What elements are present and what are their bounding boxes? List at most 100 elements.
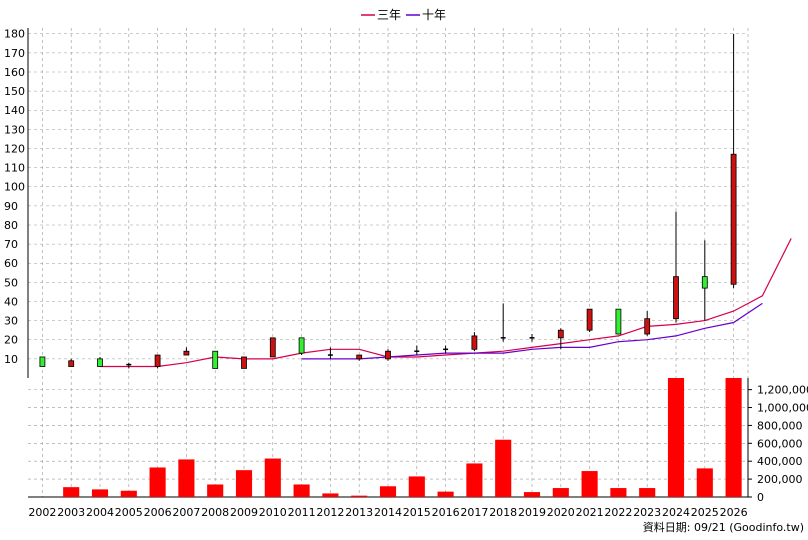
price-tick-label: 40 xyxy=(4,295,18,308)
candle xyxy=(269,337,276,358)
candle xyxy=(673,211,679,323)
candle xyxy=(529,334,535,342)
volume-bar xyxy=(466,463,483,497)
candle-body xyxy=(68,360,75,367)
year-tick-label: 2021 xyxy=(576,506,604,519)
year-tick-label: 2013 xyxy=(345,506,373,519)
price-tick-label: 60 xyxy=(4,257,18,270)
candle-body xyxy=(615,308,622,335)
price-axis-ticks: 10 20 30 40 50 60 70 80 90 100 110 120 130 140 150 160 1… xyxy=(4,28,25,366)
candle xyxy=(557,328,564,350)
price-tick-label: 150 xyxy=(4,85,25,98)
candle-body xyxy=(97,358,103,367)
year-tick-label: 2015 xyxy=(403,506,431,519)
year-tick-label: 2012 xyxy=(316,506,344,519)
year-tick-label: 2003 xyxy=(57,506,85,519)
candle-body xyxy=(586,308,593,331)
volume-bar xyxy=(523,492,541,497)
candle-body xyxy=(730,153,737,285)
series-line xyxy=(301,302,763,360)
volume-axis-ticks: 0 200,000 400,000 600,000 800,000 1,000,000 1,… xyxy=(748,384,808,504)
candle-body xyxy=(356,354,363,360)
year-tick-label: 2025 xyxy=(691,506,719,519)
volume-tick-label: 400,000 xyxy=(757,455,803,468)
year-tick-label: 2019 xyxy=(518,506,546,519)
volume-bar xyxy=(437,491,454,497)
candlesticks xyxy=(39,33,737,369)
candle-body xyxy=(241,356,247,369)
candle xyxy=(241,356,247,369)
candle-body xyxy=(183,350,190,356)
candle xyxy=(385,349,391,361)
candle-body xyxy=(471,335,478,350)
volume-bar xyxy=(379,486,397,497)
volume-bar xyxy=(610,488,627,497)
price-tick-label: 10 xyxy=(4,353,18,366)
candle-body xyxy=(385,350,391,360)
legend-label-three-year: 三年 xyxy=(377,8,401,22)
candle xyxy=(586,308,593,333)
candle-body xyxy=(557,329,564,339)
price-tick-label: 130 xyxy=(4,123,25,136)
volume-bar xyxy=(639,488,656,497)
price-tick-label: 140 xyxy=(4,104,25,117)
volume-bar xyxy=(408,476,425,497)
year-tick-label: 2008 xyxy=(201,506,229,519)
year-axis-ticks: 2002 2003 2004 2005 2006 2007 2008 2009 2010 2011… xyxy=(28,506,747,519)
candle-body xyxy=(212,350,219,369)
volume-bars xyxy=(63,378,742,497)
volume-bar xyxy=(725,378,742,497)
candle xyxy=(327,347,333,359)
price-tick-label: 100 xyxy=(4,181,25,194)
volume-bar xyxy=(149,467,166,497)
candle-body xyxy=(673,276,679,320)
price-tick-label: 120 xyxy=(4,142,25,155)
price-tick-label: 50 xyxy=(4,276,18,289)
candle xyxy=(443,345,449,354)
volume-tick-label: 200,000 xyxy=(757,473,803,486)
year-tick-label: 2006 xyxy=(144,506,172,519)
grid xyxy=(28,28,749,498)
candle-body xyxy=(39,356,46,367)
volume-bar xyxy=(581,471,598,497)
candle xyxy=(183,347,190,356)
candle-body xyxy=(701,276,708,289)
legend-label-ten-year: 十年 xyxy=(422,8,446,22)
candle xyxy=(298,337,305,356)
year-tick-label: 2018 xyxy=(489,506,517,519)
year-tick-label: 2011 xyxy=(288,506,316,519)
candle xyxy=(615,308,622,335)
candle xyxy=(126,362,132,369)
volume-bar xyxy=(63,487,80,497)
candle xyxy=(68,358,75,367)
price-tick-label: 30 xyxy=(4,315,18,328)
volume-bar xyxy=(91,489,109,497)
volume-bar xyxy=(120,490,137,497)
volume-bar xyxy=(293,484,310,497)
volume-bar xyxy=(696,468,713,497)
candle xyxy=(212,350,219,369)
volume-bar xyxy=(667,378,685,497)
candle-body xyxy=(269,337,276,358)
year-tick-label: 2009 xyxy=(230,506,258,519)
year-tick-label: 2007 xyxy=(172,506,200,519)
volume-bar xyxy=(235,470,253,497)
candle xyxy=(730,33,737,289)
volume-tick-label: 600,000 xyxy=(757,437,803,450)
price-tick-label: 170 xyxy=(4,47,25,60)
candle xyxy=(356,354,363,361)
volume-bar xyxy=(552,488,569,497)
year-tick-label: 2016 xyxy=(432,506,460,519)
candle xyxy=(471,332,478,352)
year-tick-label: 2010 xyxy=(259,506,287,519)
year-tick-label: 2026 xyxy=(720,506,748,519)
candle-body xyxy=(644,318,651,335)
volume-tick-label: 1,000,000 xyxy=(757,402,808,415)
candle xyxy=(500,303,506,342)
candle xyxy=(644,311,651,336)
volume-bar xyxy=(322,493,339,497)
candle xyxy=(701,240,708,321)
volume-bar xyxy=(207,484,224,497)
volume-tick-label: 0 xyxy=(757,491,764,504)
